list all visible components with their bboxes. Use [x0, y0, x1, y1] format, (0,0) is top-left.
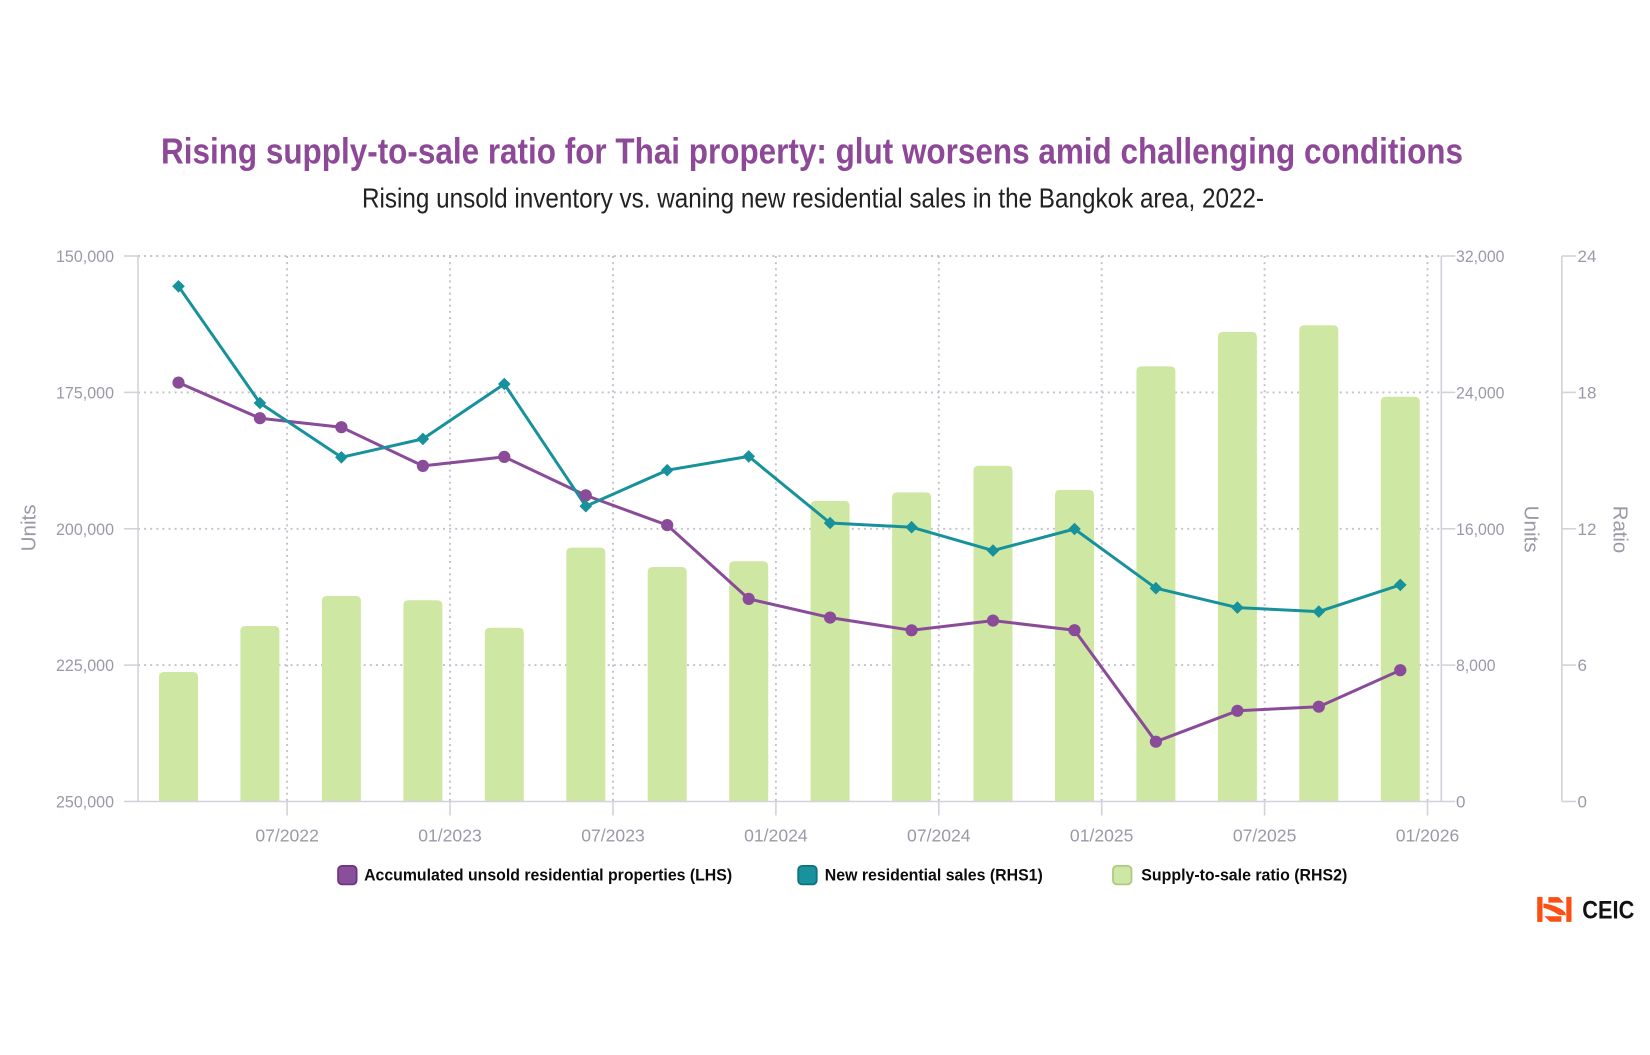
svg-text:Rising supply-to-sale ratio fo: Rising supply-to-sale ratio for Thai pro… [161, 131, 1463, 172]
svg-text:24,000: 24,000 [1456, 383, 1505, 402]
svg-text:Supply-to-sale ratio (RHS2): Supply-to-sale ratio (RHS2) [1141, 866, 1347, 885]
svg-text:0: 0 [1578, 793, 1587, 812]
svg-text:07/2024: 07/2024 [907, 826, 971, 846]
svg-text:150,000: 150,000 [56, 247, 114, 266]
svg-text:225,000: 225,000 [56, 656, 114, 675]
svg-text:01/2023: 01/2023 [418, 826, 482, 846]
svg-text:Units: Units [1520, 506, 1542, 553]
svg-text:175,000: 175,000 [56, 383, 114, 402]
svg-text:16,000: 16,000 [1456, 520, 1505, 539]
svg-text:0: 0 [1456, 793, 1465, 812]
svg-text:Rising unsold inventory vs. wa: Rising unsold inventory vs. waning new r… [362, 183, 1264, 214]
svg-text:32,000: 32,000 [1456, 247, 1505, 266]
svg-text:18: 18 [1578, 383, 1597, 402]
svg-text:6: 6 [1578, 656, 1587, 675]
svg-text:24: 24 [1578, 247, 1597, 266]
svg-text:200,000: 200,000 [56, 520, 114, 539]
svg-text:01/2026: 01/2026 [1396, 826, 1460, 846]
svg-text:Ratio: Ratio [1609, 506, 1631, 554]
svg-text:8,000: 8,000 [1456, 656, 1496, 675]
svg-text:CEIC: CEIC [1582, 897, 1634, 925]
svg-text:Units: Units [19, 504, 41, 551]
svg-text:07/2025: 07/2025 [1233, 826, 1297, 846]
svg-text:12: 12 [1578, 520, 1597, 539]
svg-text:07/2022: 07/2022 [255, 826, 319, 846]
svg-text:07/2023: 07/2023 [581, 826, 645, 846]
svg-text:New residential sales (RHS1): New residential sales (RHS1) [825, 866, 1043, 885]
svg-text:01/2024: 01/2024 [744, 826, 808, 846]
svg-text:01/2025: 01/2025 [1070, 826, 1134, 846]
svg-text:250,000: 250,000 [56, 793, 114, 812]
svg-text:Accumulated unsold residential: Accumulated unsold residential propertie… [364, 866, 732, 885]
